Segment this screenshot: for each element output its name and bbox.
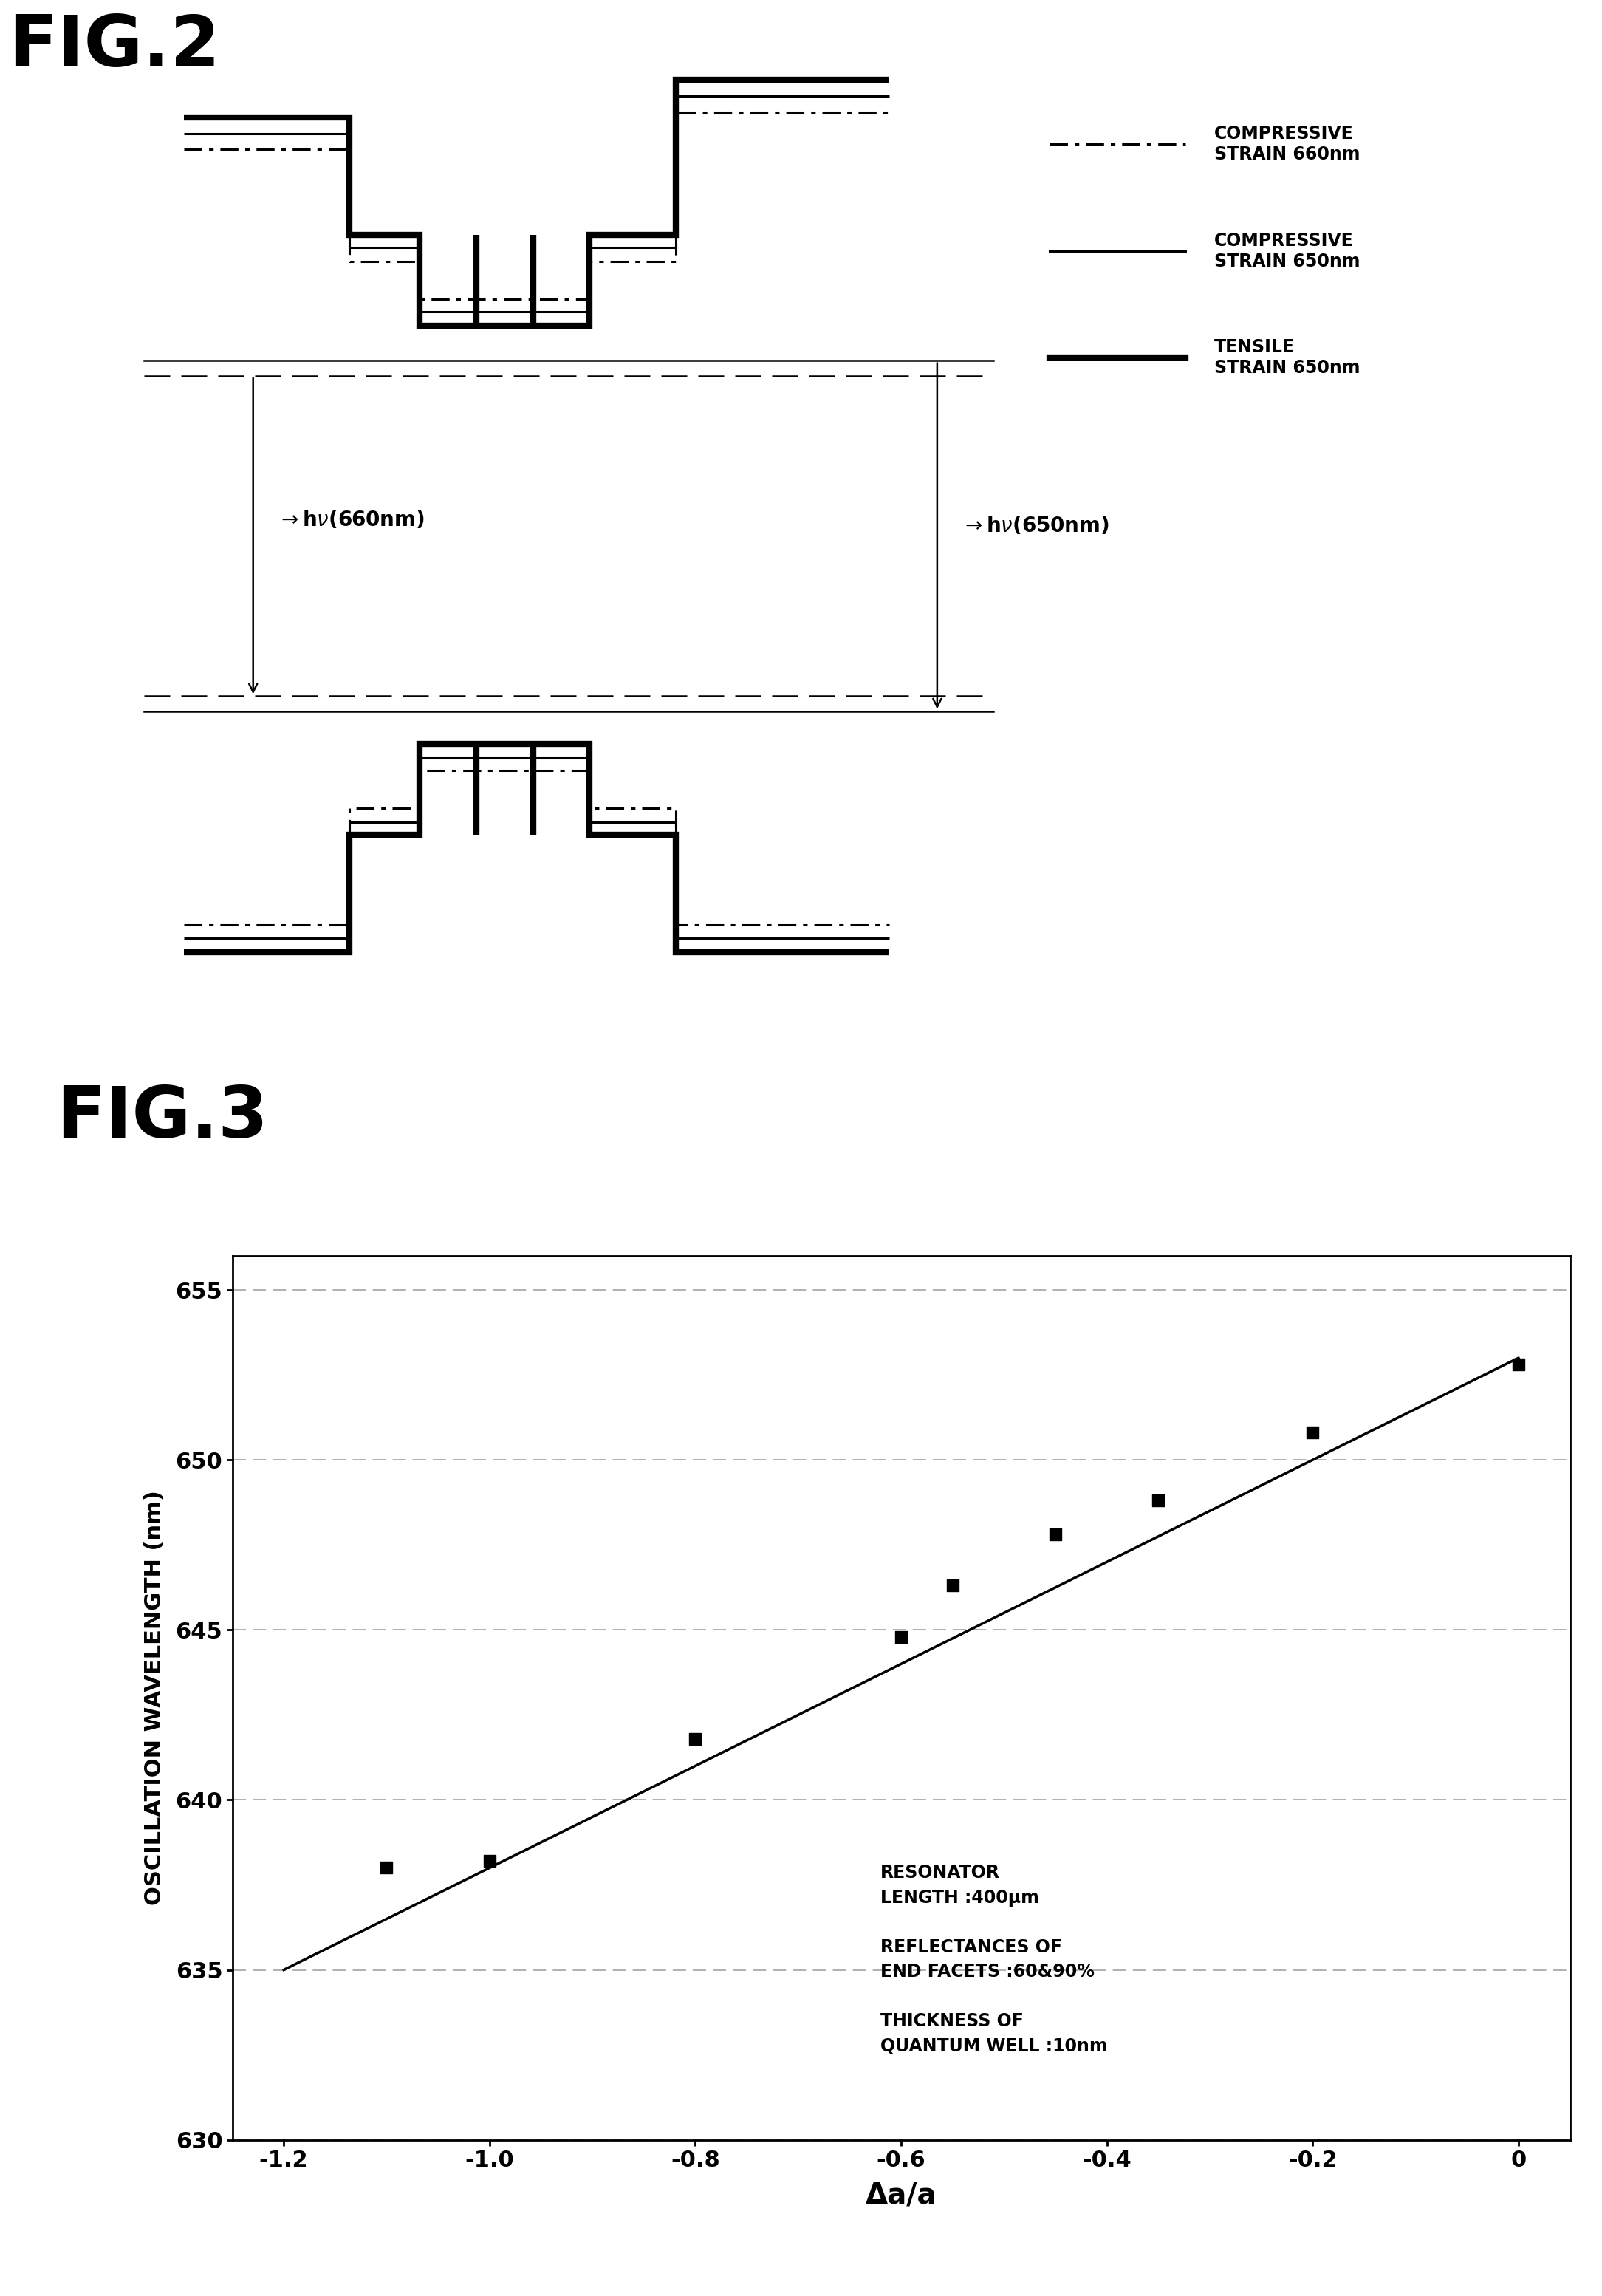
Point: [940, 1568, 966, 1605]
Point: [1299, 1414, 1325, 1451]
Text: $\rightarrow$h$\nu$(650nm): $\rightarrow$h$\nu$(650nm): [961, 514, 1110, 535]
Text: $\rightarrow$h$\nu$(660nm): $\rightarrow$h$\nu$(660nm): [277, 510, 425, 530]
Text: FIG.2: FIG.2: [8, 14, 219, 83]
Point: [1145, 1483, 1171, 1520]
X-axis label: Δa/a: Δa/a: [865, 2181, 937, 2209]
Text: TENSILE
STRAIN 650nm: TENSILE STRAIN 650nm: [1214, 338, 1360, 377]
Point: [373, 1851, 399, 1887]
Point: [477, 1844, 503, 1880]
Text: COMPRESSIVE
STRAIN 660nm: COMPRESSIVE STRAIN 660nm: [1214, 124, 1360, 163]
Text: COMPRESSIVE
STRAIN 650nm: COMPRESSIVE STRAIN 650nm: [1214, 232, 1360, 271]
Point: [1043, 1515, 1069, 1552]
Text: RESONATOR
LENGTH :400μm

REFLECTANCES OF
END FACETS :60&90%

THICKNESS OF
QUANTU: RESONATOR LENGTH :400μm REFLECTANCES OF …: [881, 1864, 1107, 2055]
Point: [1506, 1345, 1532, 1382]
Y-axis label: OSCILLATION WAVELENGTH (nm): OSCILLATION WAVELENGTH (nm): [144, 1490, 165, 1906]
Text: FIG.3: FIG.3: [56, 1084, 268, 1153]
Point: [888, 1619, 913, 1655]
Point: [682, 1720, 708, 1756]
